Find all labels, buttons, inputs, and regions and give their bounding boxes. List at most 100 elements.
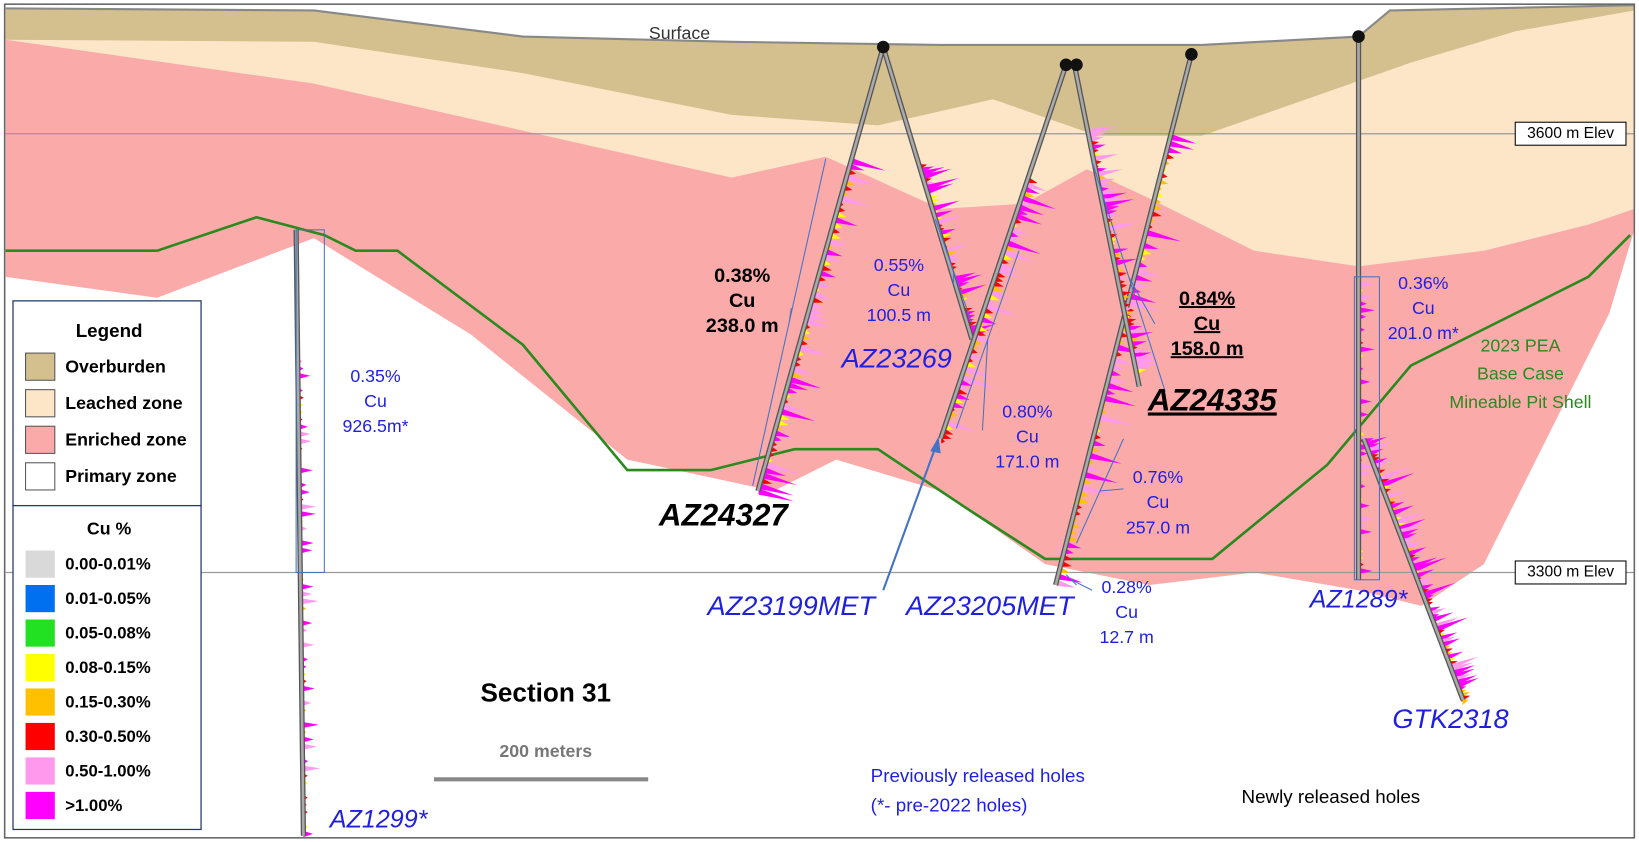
drill-hole-core (756, 46, 885, 492)
assay-bar (1112, 363, 1124, 370)
note: Newly released holes (1242, 786, 1421, 807)
elevation-box (1514, 560, 1627, 585)
assay-bar (944, 428, 954, 435)
assay-bar (1023, 190, 1035, 198)
assay-bar (302, 743, 318, 750)
assay-bar (1017, 208, 1028, 215)
hole-label: AZ23205MET (904, 590, 1076, 621)
legend-swatch (25, 425, 56, 454)
cu-swatch (25, 757, 55, 785)
scale-label: 200 meters (499, 741, 592, 761)
assay-bar (987, 298, 998, 305)
elevation-label: 3600 m Elev (1527, 125, 1614, 142)
assay-bar (975, 334, 996, 344)
intercept-label: 926.5m* (342, 416, 408, 436)
assay-bar (1358, 470, 1371, 477)
cu-legend-label: 0.00-0.01% (65, 555, 151, 574)
assay-bar (1087, 126, 1118, 136)
assay-bar (1063, 554, 1074, 561)
assay-bar (1061, 560, 1072, 567)
assay-bar (1028, 176, 1038, 184)
bracket (1076, 438, 1124, 544)
cu-legend-label: 0.01-0.05% (65, 589, 151, 608)
frame (3, 3, 1636, 839)
surface-line (5, 4, 1635, 46)
assay-bar (947, 258, 961, 266)
assay-bar (836, 211, 847, 218)
intercept-label: Cu (364, 391, 387, 411)
assay-bar (1358, 294, 1372, 301)
assay-bar (1016, 212, 1043, 225)
hole-label: AZ1289* (1308, 585, 1409, 613)
drill-hole-core (1073, 64, 1141, 387)
assay-bar (1134, 362, 1161, 371)
cu-swatch (25, 722, 55, 751)
assay-bar (1113, 258, 1138, 267)
bracket (1065, 574, 1093, 591)
assay-bar (926, 183, 954, 195)
intercept-label: Cu (1115, 602, 1138, 622)
assay-bar (1391, 505, 1415, 518)
elevation-box (1514, 121, 1627, 146)
cu-swatch (25, 791, 55, 820)
assay-bar (1133, 280, 1149, 288)
assay-bar (1372, 457, 1388, 467)
assay-bar (990, 289, 1013, 300)
assay-bar (1020, 199, 1033, 207)
assay-bar (300, 598, 319, 605)
bracket (934, 219, 973, 325)
bracket (1353, 276, 1380, 581)
assay-bar (301, 641, 315, 649)
assay-bar (851, 158, 886, 171)
assay-bar (1358, 567, 1373, 575)
assay-bar (1462, 698, 1469, 706)
bracket (1091, 161, 1166, 392)
assay-bar (812, 296, 824, 303)
assay-bar (947, 419, 975, 432)
cu-swatch (25, 585, 55, 613)
intercept-label: 0.55% (874, 255, 925, 275)
assay-bar (960, 378, 973, 386)
intercept-label: 257.0 m (1126, 517, 1190, 537)
assay-bar (761, 477, 773, 484)
assay-bar (791, 371, 802, 378)
intercept-label: 0.84% (1179, 288, 1236, 310)
assay-bar (299, 489, 310, 496)
assay-bar (1066, 541, 1082, 549)
intercept-label: Cu (729, 290, 755, 312)
legend-label: Primary zone (65, 466, 177, 486)
assay-bar (1358, 398, 1372, 405)
assay-bar (1153, 203, 1163, 211)
assay-bar (989, 293, 1001, 301)
assay-bar (933, 210, 953, 220)
assay-bar (790, 376, 822, 389)
intercept-label: 171.0 m (995, 451, 1059, 471)
assay-bar (820, 269, 837, 278)
note: (*- pre-2022 holes) (871, 794, 1028, 815)
assay-bar (298, 430, 311, 438)
assay-bar (1141, 248, 1152, 255)
assay-bar (978, 325, 989, 332)
assay-bar (1130, 341, 1148, 348)
assay-bar (966, 360, 977, 368)
assay-bar (821, 264, 832, 271)
assay-bar (1097, 178, 1116, 186)
assay-bar (1109, 375, 1127, 384)
assay-bar (992, 284, 1004, 292)
assay-bar (1078, 496, 1090, 504)
cu-legend-label: >1.00% (65, 796, 122, 815)
assay-bar (1364, 436, 1387, 449)
drill-hole-core (294, 229, 305, 836)
intercept-label: 12.7 m (1099, 627, 1153, 647)
intercept-label: 0.28% (1101, 577, 1152, 597)
assay-bar (1146, 229, 1182, 242)
assay-bar (1128, 299, 1160, 311)
assay-bar (981, 316, 997, 325)
cu-legend-title: Cu % (87, 518, 132, 538)
hole-label: AZ1299* (328, 806, 429, 834)
drill-holes (293, 30, 1479, 838)
assay-bar (1143, 242, 1159, 250)
assay-bar (299, 510, 316, 518)
pit-shell-label: Mineable Pit Shell (1449, 392, 1591, 412)
